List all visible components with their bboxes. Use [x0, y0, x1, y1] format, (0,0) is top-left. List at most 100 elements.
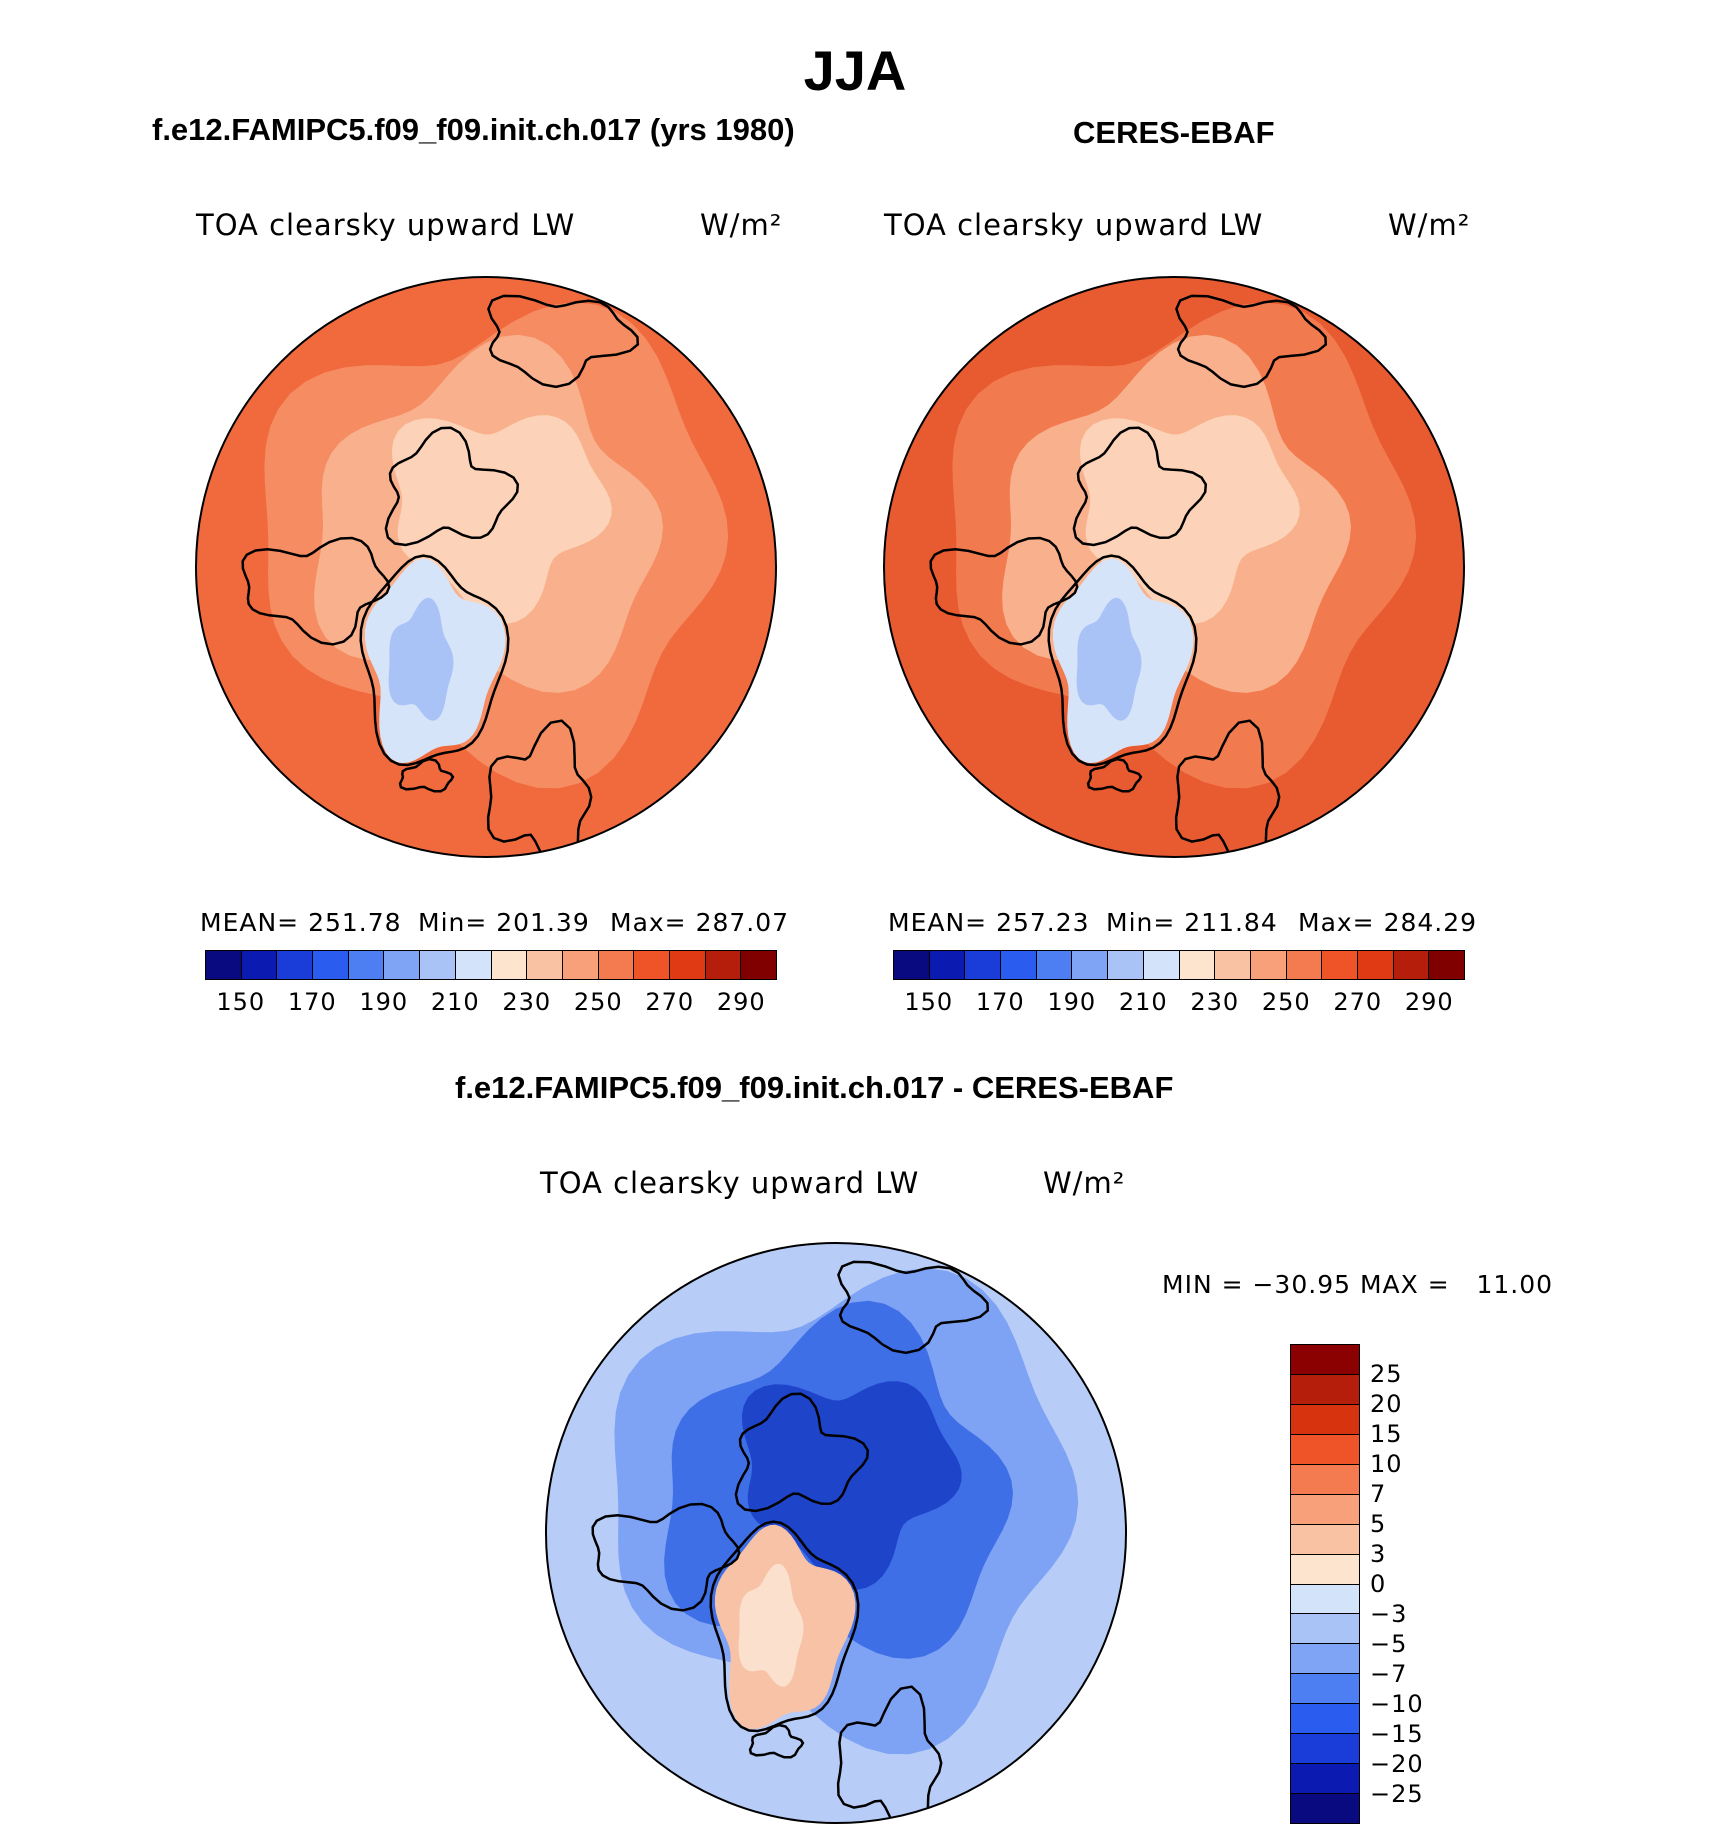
panel-model-max: Max= 287.07	[610, 908, 790, 937]
map-coastline	[591, 1502, 741, 1612]
colorbar-swatch	[1429, 951, 1464, 979]
colorbar-tick-label: 3	[1370, 1540, 1387, 1568]
colorbar-tick-label: 5	[1370, 1510, 1387, 1538]
panel-obs-units: W/m²	[1388, 208, 1471, 242]
colorbar-swatch	[598, 951, 635, 979]
colorbar-swatch	[1291, 1674, 1359, 1705]
colorbar-tick-label: −25	[1370, 1780, 1424, 1808]
colorbar-swatch	[1291, 1794, 1359, 1823]
map-coastline	[487, 294, 640, 389]
colorbar-swatch	[1291, 1345, 1359, 1375]
map-coastline	[1086, 757, 1143, 793]
colorbar-tick-label: 250	[573, 988, 623, 1016]
colorbar-swatch	[1072, 951, 1109, 979]
colorbar-swatch	[965, 951, 1002, 979]
colorbar-swatch	[1291, 1644, 1359, 1675]
colorbar-tick-label: 15	[1370, 1420, 1403, 1448]
colorbar-tick-label: −20	[1370, 1750, 1424, 1778]
colorbar-swatch	[929, 951, 966, 979]
colorbar-tick-label: −3	[1370, 1600, 1408, 1628]
colorbar-swatch	[1001, 951, 1037, 979]
panel-model-map	[195, 276, 777, 858]
colorbar-swatch	[1291, 1464, 1359, 1495]
colorbar-tick-label: 210	[430, 988, 480, 1016]
colorbar-tick-label: 170	[287, 988, 337, 1016]
map-coastline	[734, 1392, 870, 1513]
map-contour-region	[738, 1563, 804, 1687]
colorbar-swatch	[1291, 1764, 1359, 1795]
colorbar-swatch	[634, 951, 670, 979]
colorbar-swatch	[894, 951, 930, 979]
colorbar-tick-label: 0	[1370, 1570, 1387, 1598]
panel-model-min: Min= 201.39	[418, 908, 590, 937]
colorbar-tick-label: −7	[1370, 1660, 1408, 1688]
colorbar-tick-label: 230	[502, 988, 552, 1016]
colorbar-swatch	[1286, 951, 1323, 979]
colorbar-swatch	[384, 951, 421, 979]
colorbar-swatch	[527, 951, 563, 979]
panel-model-colorbar-ticks: 150 170 190 210 230 250 270 290	[205, 988, 777, 1018]
panel-model-units: W/m²	[700, 208, 783, 242]
map-coastline	[1072, 426, 1208, 547]
colorbar-swatch	[348, 951, 385, 979]
colorbar-swatch	[1291, 1404, 1359, 1435]
colorbar-tick-label: 170	[975, 988, 1025, 1016]
colorbar-swatch	[491, 951, 528, 979]
panel-diff-minmax: MIN = −30.95 MAX = 11.00	[1162, 1270, 1554, 1299]
colorbar-swatch	[1179, 951, 1216, 979]
colorbar-swatch	[206, 951, 242, 979]
colorbar-tick-label: 190	[359, 988, 409, 1016]
colorbar-swatch	[1291, 1584, 1359, 1615]
colorbar-tick-label: 250	[1261, 988, 1311, 1016]
map-coastline	[241, 536, 391, 646]
colorbar-swatch	[562, 951, 599, 979]
map-coastline	[1175, 294, 1328, 389]
map-contour-region	[1076, 597, 1142, 721]
colorbar-swatch	[313, 951, 349, 979]
panel-obs-variable: TOA clearsky upward LW	[884, 208, 1264, 242]
panel-obs-min: Min= 211.84	[1106, 908, 1278, 937]
panel-obs-map	[883, 276, 1465, 858]
colorbar-swatch	[1291, 1704, 1359, 1735]
colorbar-swatch	[1322, 951, 1358, 979]
colorbar-tick-label: 270	[645, 988, 695, 1016]
colorbar-tick-label: −10	[1370, 1690, 1424, 1718]
colorbar-swatch	[241, 951, 278, 979]
panel-obs-title: CERES-EBAF	[1073, 115, 1275, 150]
colorbar-tick-label: 230	[1190, 988, 1240, 1016]
colorbar-tick-label: −5	[1370, 1630, 1408, 1658]
colorbar-swatch	[741, 951, 776, 979]
map-coastline	[1047, 554, 1198, 767]
colorbar-swatch	[1215, 951, 1251, 979]
panel-model-title: f.e12.FAMIPC5.f09_f09.init.ch.017 (yrs 1…	[152, 112, 795, 147]
map-coastline	[398, 757, 455, 793]
colorbar-swatch	[705, 951, 742, 979]
colorbar-swatch	[1250, 951, 1287, 979]
colorbar-swatch	[1291, 1734, 1359, 1765]
map-coastline	[929, 536, 1079, 646]
panel-diff-title: f.e12.FAMIPC5.f09_f09.init.ch.017 - CERE…	[455, 1070, 1174, 1105]
map-border	[883, 276, 1465, 858]
colorbar-swatch	[1036, 951, 1073, 979]
colorbar-tick-label: 7	[1370, 1480, 1387, 1508]
colorbar-tick-label: 10	[1370, 1450, 1403, 1478]
panel-obs-max: Max= 284.29	[1298, 908, 1478, 937]
map-border	[545, 1242, 1127, 1824]
colorbar-swatch	[1291, 1524, 1359, 1555]
panel-obs-mean: MEAN= 257.23	[888, 908, 1090, 937]
main-title: JJA	[803, 39, 907, 102]
panel-obs-colorbar	[893, 950, 1465, 980]
panel-diff-variable: TOA clearsky upward LW	[540, 1166, 920, 1200]
colorbar-tick-label: 190	[1047, 988, 1097, 1016]
colorbar-swatch	[277, 951, 314, 979]
colorbar-tick-label: 290	[1404, 988, 1454, 1016]
map-coastline	[384, 426, 520, 547]
colorbar-tick-label: 150	[904, 988, 954, 1016]
map-coastline	[1174, 719, 1281, 857]
panel-diff-units: W/m²	[1043, 1166, 1126, 1200]
colorbar-tick-label: −15	[1370, 1720, 1424, 1748]
colorbar-swatch	[1357, 951, 1394, 979]
colorbar-swatch	[1291, 1434, 1359, 1465]
map-coastline	[709, 1520, 860, 1733]
colorbar-tick-label: 290	[716, 988, 766, 1016]
